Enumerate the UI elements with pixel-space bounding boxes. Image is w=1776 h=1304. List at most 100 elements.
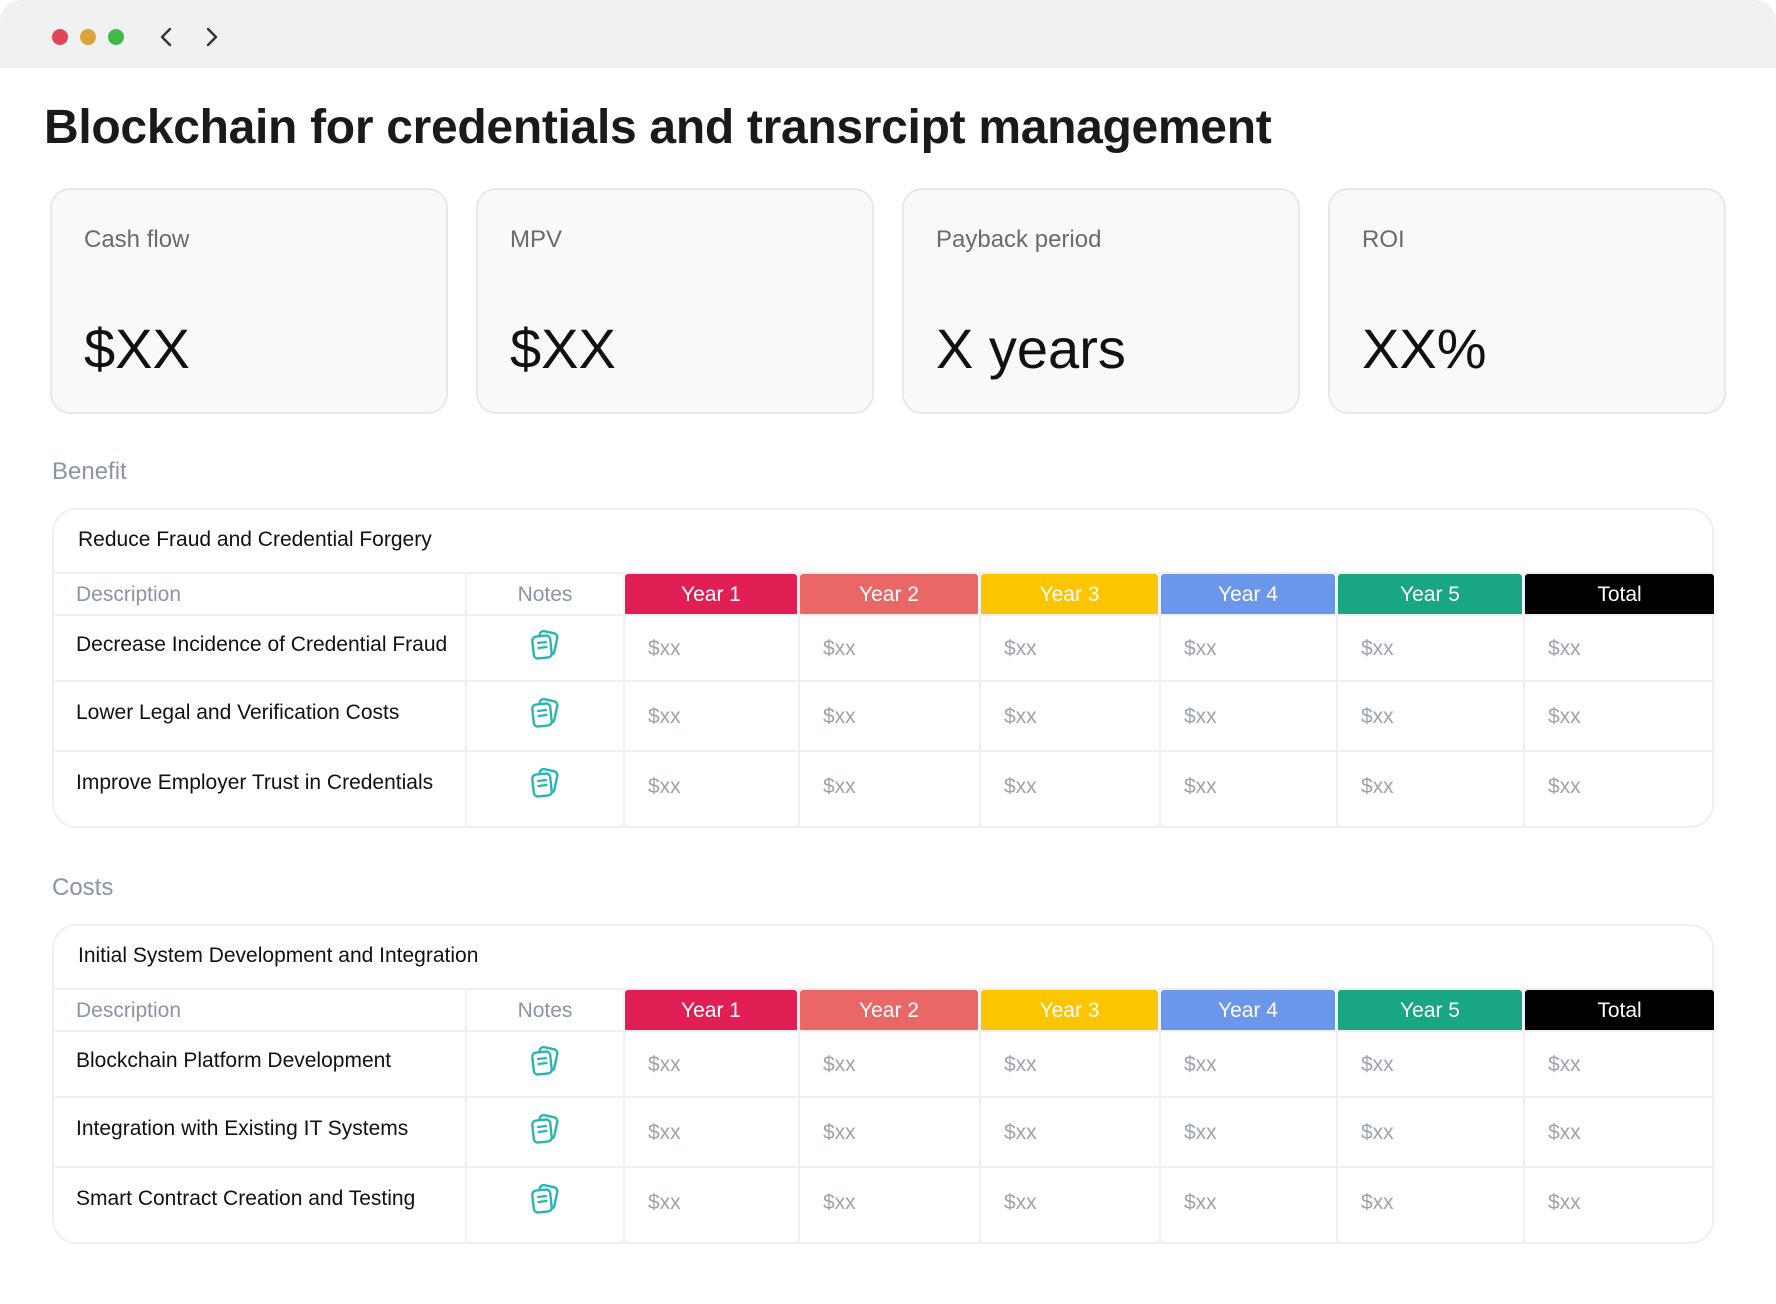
kpi-value: $XX	[510, 317, 616, 380]
notes-button[interactable]	[466, 1032, 624, 1090]
section-label-costs: Costs	[52, 874, 114, 901]
value-cell[interactable]: $xx	[1184, 1053, 1217, 1076]
column-header-notes: Notes	[517, 999, 573, 1022]
column-header-description: Description	[76, 583, 182, 606]
column-header-notes: Notes	[517, 583, 573, 606]
notes-button[interactable]	[466, 1168, 624, 1230]
column-header-year-5: Year 5	[1338, 990, 1522, 1032]
value-cell[interactable]: $xx	[1548, 1191, 1581, 1214]
column-divider	[1523, 988, 1525, 1244]
value-cell[interactable]: $xx	[823, 1121, 856, 1144]
column-divider	[1159, 572, 1161, 828]
value-cell[interactable]: $xx	[1184, 637, 1217, 660]
value-cell[interactable]: $xx	[823, 1053, 856, 1076]
value-cell[interactable]: $xx	[1184, 1121, 1217, 1144]
column-header-year-1: Year 1	[625, 990, 797, 1032]
value-cell[interactable]: $xx	[823, 705, 856, 728]
kpi-card-mpv: MPV $XX	[476, 188, 874, 414]
column-divider	[1336, 572, 1338, 828]
title-bar	[0, 0, 1776, 68]
column-header-year-4: Year 4	[1161, 990, 1335, 1032]
row-description: Integration with Existing IT Systems	[76, 1117, 409, 1140]
column-header-total: Total	[1525, 574, 1714, 616]
value-cell[interactable]: $xx	[1548, 705, 1581, 728]
value-cell[interactable]: $xx	[1361, 775, 1394, 798]
column-header-year-3: Year 3	[981, 990, 1158, 1032]
value-cell[interactable]: $xx	[823, 775, 856, 798]
kpi-card-roi: ROI XX%	[1328, 188, 1726, 414]
value-cell[interactable]: $xx	[1184, 1191, 1217, 1214]
row-divider	[54, 572, 1716, 574]
value-cell[interactable]: $xx	[648, 705, 681, 728]
notes-icon	[531, 697, 559, 728]
notes-button[interactable]	[466, 752, 624, 814]
notes-icon	[531, 1045, 559, 1076]
value-cell[interactable]: $xx	[1361, 1121, 1394, 1144]
column-divider	[1159, 988, 1161, 1244]
row-description: Blockchain Platform Development	[76, 1049, 392, 1072]
value-cell[interactable]: $xx	[1004, 1053, 1037, 1076]
kpi-value: XX%	[1362, 317, 1487, 380]
kpi-label: ROI	[1362, 226, 1405, 253]
row-divider	[54, 1096, 1716, 1098]
value-cell[interactable]: $xx	[823, 637, 856, 660]
notes-button[interactable]	[466, 1098, 624, 1160]
maximize-window-button[interactable]	[108, 29, 124, 45]
value-cell[interactable]: $xx	[1548, 637, 1581, 660]
costs-table: Initial System Development and Integrati…	[52, 924, 1716, 1244]
value-cell[interactable]: $xx	[1004, 775, 1037, 798]
notes-icon	[531, 629, 559, 660]
value-cell[interactable]: $xx	[648, 1121, 681, 1144]
column-divider	[1523, 572, 1525, 828]
value-cell[interactable]: $xx	[1361, 1191, 1394, 1214]
kpi-label: Payback period	[936, 226, 1102, 253]
column-header-year-5: Year 5	[1338, 574, 1522, 616]
column-header-year-2: Year 2	[800, 574, 978, 616]
value-cell[interactable]: $xx	[1361, 705, 1394, 728]
value-cell[interactable]: $xx	[1548, 775, 1581, 798]
value-cell[interactable]: $xx	[648, 637, 681, 660]
table-title: Reduce Fraud and Credential Forgery	[78, 528, 432, 551]
back-button[interactable]	[151, 22, 181, 52]
kpi-label: MPV	[510, 226, 563, 253]
kpi-label: Cash flow	[84, 226, 190, 253]
notes-button[interactable]	[466, 616, 624, 674]
column-divider	[623, 572, 625, 828]
value-cell[interactable]: $xx	[823, 1191, 856, 1214]
chevron-right-icon	[206, 27, 218, 47]
page-title: Blockchain for credentials and transrcip…	[44, 101, 1272, 154]
value-cell[interactable]: $xx	[648, 1191, 681, 1214]
column-header-total: Total	[1525, 990, 1714, 1032]
row-divider	[54, 680, 1716, 682]
value-cell[interactable]: $xx	[1004, 1191, 1037, 1214]
value-cell[interactable]: $xx	[1004, 1121, 1037, 1144]
value-cell[interactable]: $xx	[648, 1053, 681, 1076]
value-cell[interactable]: $xx	[1004, 705, 1037, 728]
value-cell[interactable]: $xx	[1361, 637, 1394, 660]
column-divider	[798, 988, 800, 1244]
column-divider	[623, 988, 625, 1244]
value-cell[interactable]: $xx	[1184, 705, 1217, 728]
column-header-year-1: Year 1	[625, 574, 797, 616]
forward-button[interactable]	[197, 22, 227, 52]
value-cell[interactable]: $xx	[1004, 637, 1037, 660]
kpi-value: $XX	[84, 317, 190, 380]
minimize-window-button[interactable]	[80, 29, 96, 45]
row-divider	[54, 614, 1716, 616]
value-cell[interactable]: $xx	[1361, 1053, 1394, 1076]
notes-icon	[531, 767, 559, 798]
column-header-year-2: Year 2	[800, 990, 978, 1032]
section-label-benefit: Benefit	[52, 458, 127, 485]
value-cell[interactable]: $xx	[1548, 1121, 1581, 1144]
column-divider	[465, 988, 467, 1244]
column-header-year-3: Year 3	[981, 574, 1158, 616]
kpi-card-cash-flow: Cash flow $XX	[50, 188, 448, 414]
notes-icon	[531, 1183, 559, 1214]
value-cell[interactable]: $xx	[1184, 775, 1217, 798]
value-cell[interactable]: $xx	[1548, 1053, 1581, 1076]
notes-icon	[531, 1113, 559, 1144]
column-divider	[979, 572, 981, 828]
close-window-button[interactable]	[52, 29, 68, 45]
value-cell[interactable]: $xx	[648, 775, 681, 798]
notes-button[interactable]	[466, 682, 624, 744]
